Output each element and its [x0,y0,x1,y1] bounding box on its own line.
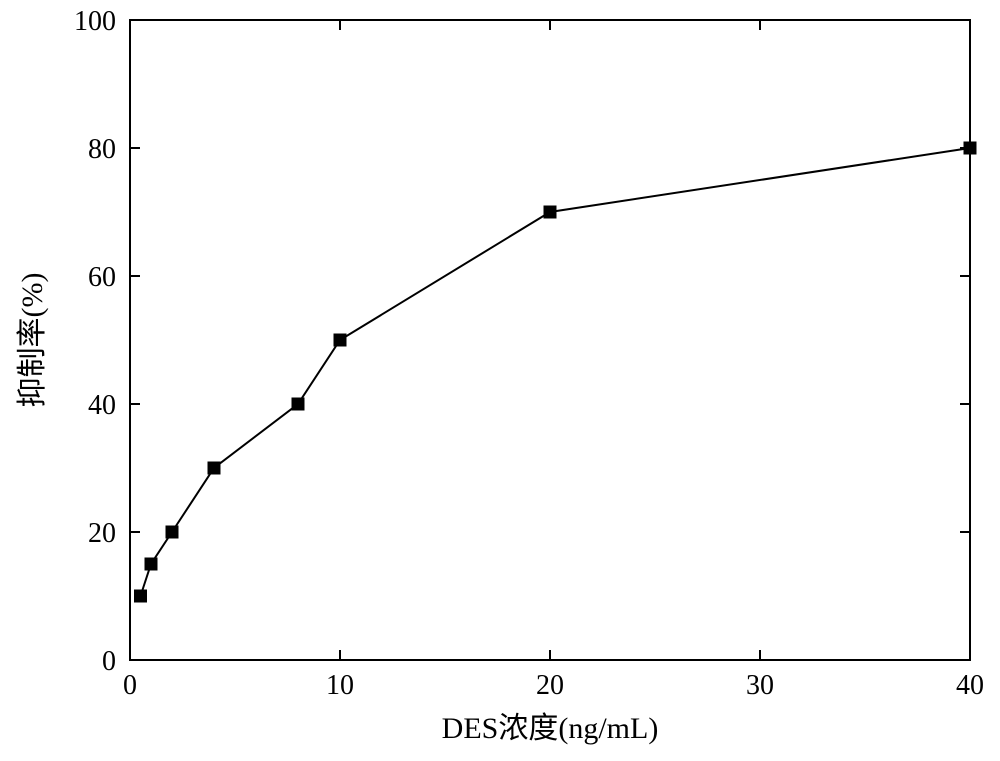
data-marker [334,334,346,346]
x-tick-label: 40 [956,670,984,701]
data-marker [135,590,147,602]
y-tick-label: 0 [102,646,116,677]
y-tick-label: 60 [88,262,116,293]
y-tick-label: 40 [88,390,116,421]
x-axis-label: DES浓度(ng/mL) [442,712,659,745]
data-marker [544,206,556,218]
line-chart-svg: 0 10 20 30 40 0 20 40 60 80 100 DES浓度(ng/mL) 抑制率(%) [0,0,1000,761]
y-tick-label: 100 [74,6,116,37]
data-marker [964,142,976,154]
data-marker [208,462,220,474]
x-tick-label: 30 [746,670,774,701]
x-tick-label: 10 [326,670,354,701]
data-marker [292,398,304,410]
x-tick-label: 20 [536,670,564,701]
y-axis-label: 抑制率(%) [16,273,49,408]
data-marker [166,526,178,538]
chart-container: 0 10 20 30 40 0 20 40 60 80 100 DES浓度(ng/mL) 抑制率(%) [0,0,1000,761]
data-marker [145,558,157,570]
plot-frame [130,20,970,660]
y-tick-label: 20 [88,518,116,549]
y-tick-label: 80 [88,134,116,165]
x-tick-label: 0 [123,670,137,701]
